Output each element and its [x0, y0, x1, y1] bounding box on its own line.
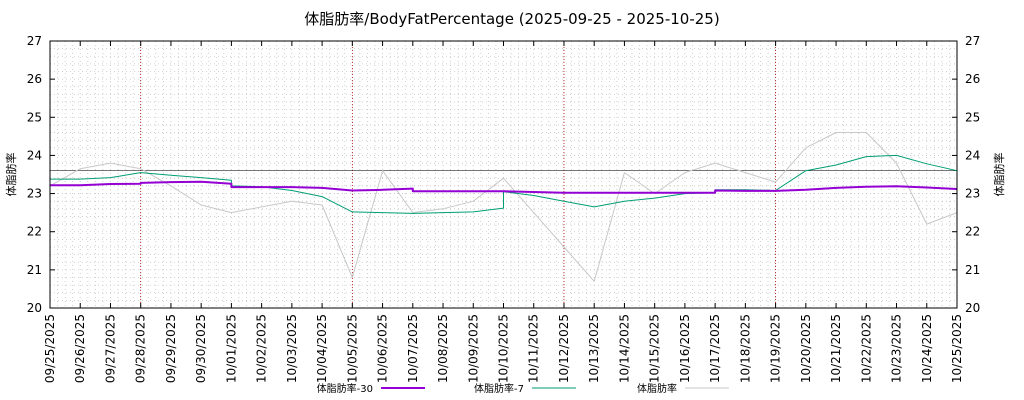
y-tick-label-right: 26 — [965, 72, 980, 86]
x-tick-label: 10/16/2025 — [678, 314, 692, 383]
x-tick-label: 09/29/2025 — [164, 314, 178, 383]
series-line-0 — [50, 180, 958, 194]
x-tick-label: 10/04/2025 — [315, 314, 329, 383]
y-tick-label-left: 27 — [27, 34, 42, 48]
y-tick-label-right: 22 — [965, 225, 980, 239]
legend-label-1: 体脂肪率-7 — [474, 382, 524, 395]
series-layer — [49, 132, 958, 282]
x-tick-label: 09/25/2025 — [43, 314, 57, 383]
x-tick-label: 10/10/2025 — [497, 314, 511, 383]
x-tick-label: 10/18/2025 — [738, 314, 752, 383]
y-axis-title-right: 体脂肪率 — [992, 153, 1006, 197]
x-tick-label: 10/03/2025 — [285, 314, 299, 383]
x-tick-label: 10/23/2025 — [890, 314, 904, 383]
x-tick-label: 10/11/2025 — [527, 314, 541, 383]
x-tick-label: 09/27/2025 — [103, 314, 117, 383]
grid-layer — [49, 40, 958, 309]
legend-label-2: 体脂肪率 — [637, 382, 677, 395]
y-tick-label-left: 23 — [27, 187, 42, 201]
y-tick-label-left: 22 — [27, 225, 42, 239]
x-tick-label: 10/02/2025 — [255, 314, 269, 383]
x-tick-label: 09/26/2025 — [73, 314, 87, 383]
x-tick-label: 10/09/2025 — [466, 314, 480, 383]
x-tick-label: 10/20/2025 — [799, 314, 813, 383]
x-tick-label: 10/05/2025 — [345, 314, 359, 383]
y-tick-label-left: 21 — [27, 263, 42, 277]
x-tick-label: 09/30/2025 — [194, 314, 208, 383]
y-tick-label-left: 26 — [27, 72, 42, 86]
y-tick-label-left: 24 — [27, 148, 42, 162]
x-tick-label: 10/07/2025 — [406, 314, 420, 383]
x-tick-label: 09/28/2025 — [134, 314, 148, 383]
y-tick-label-right: 27 — [965, 34, 980, 48]
x-tick-label: 10/24/2025 — [920, 314, 934, 383]
x-tick-label: 10/17/2025 — [708, 314, 722, 383]
x-tick-label: 10/19/2025 — [769, 314, 783, 383]
x-tick-label: 10/12/2025 — [557, 314, 571, 383]
x-tick-label: 10/08/2025 — [436, 314, 450, 383]
y-tick-label-right: 21 — [965, 263, 980, 277]
x-tick-label: 10/14/2025 — [617, 314, 631, 383]
y-tick-label-left: 25 — [27, 110, 42, 124]
y-tick-label-right: 24 — [965, 148, 980, 162]
x-tick-label: 10/06/2025 — [376, 314, 390, 383]
x-tick-label: 10/13/2025 — [587, 314, 601, 383]
y-tick-label-right: 20 — [965, 301, 980, 315]
y-tick-label-left: 20 — [27, 301, 42, 315]
legend-label-0: 体脂肪率-30 — [317, 382, 373, 395]
x-tick-label: 10/22/2025 — [859, 314, 873, 383]
legend: 体脂肪率-30 体脂肪率-7 体脂肪率 — [317, 382, 729, 395]
x-tick-label: 10/15/2025 — [648, 314, 662, 383]
y-tick-label-right: 25 — [965, 110, 980, 124]
y-axis-title-left: 体脂肪率 — [4, 153, 18, 197]
chart-title: 体脂肪率/BodyFatPercentage (2025-09-25 - 202… — [304, 10, 720, 28]
x-tick-label: 10/25/2025 — [950, 314, 964, 383]
x-tick-label: 10/21/2025 — [829, 314, 843, 383]
axis-layer: 20 20 21 21 22 22 23 23 24 24 25 25 26 26 27 27 09/25/20… — [27, 34, 981, 383]
x-tick-label: 10/01/2025 — [224, 314, 238, 383]
y-tick-label-right: 23 — [965, 187, 980, 201]
series-line-2 — [49, 132, 958, 282]
series-line-1 — [50, 154, 958, 214]
